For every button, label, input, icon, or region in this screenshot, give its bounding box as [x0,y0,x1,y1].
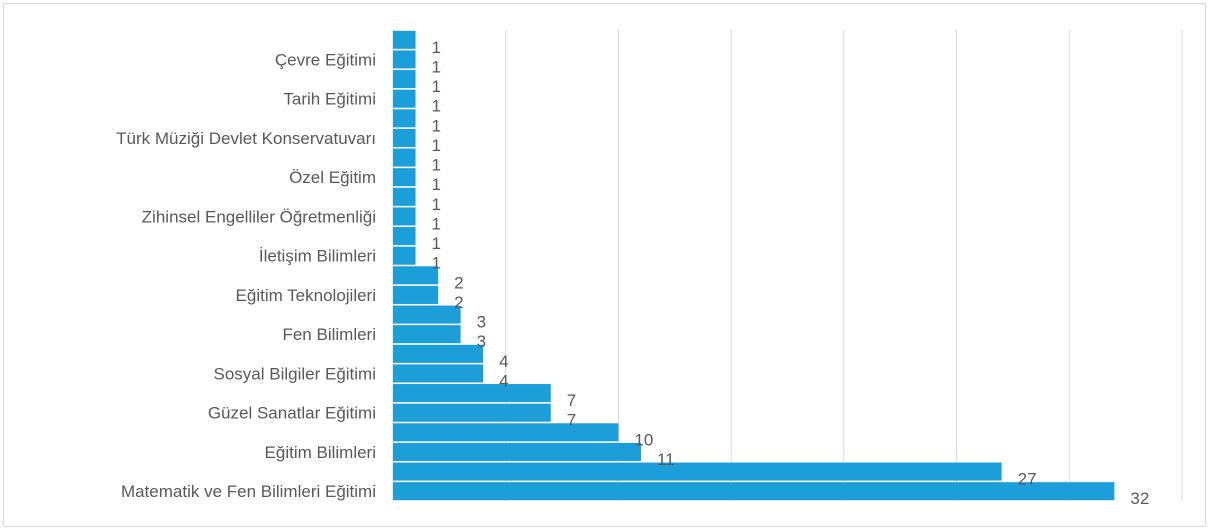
bar [393,246,416,265]
bar [393,325,461,344]
bar [393,462,1002,481]
bar [393,364,484,383]
category-label: Tarih Eğitimi [283,90,376,109]
data-label: 1 [432,38,441,57]
data-label: 1 [432,254,441,273]
bar [393,344,484,363]
chart-frame: Matematik ve Fen Bilimleri Eğitimi Eğitim… [3,3,1206,527]
bar [393,403,551,422]
category-label: Matematik ve Fen Bilimleri Eğitimi [121,482,376,501]
data-label: 1 [432,175,441,194]
bar [393,50,416,69]
bar [393,442,641,461]
category-label: Fen Bilimleri [282,325,376,344]
category-label: Çevre Eğitimi [275,50,376,69]
bar [393,148,416,167]
bar [393,30,416,49]
data-label: 1 [432,116,441,135]
data-label: 27 [1018,470,1037,489]
data-label: 2 [454,273,463,292]
category-label: Türk Müziği Devlet Konservatuvarı [116,129,376,148]
bar [393,384,551,403]
bar [393,207,416,226]
data-label: 32 [1130,489,1149,508]
bar [393,70,416,89]
bar [393,482,1115,501]
bar [393,128,416,147]
data-label: 1 [432,156,441,175]
category-label: Sosyal Bilgiler Eğitimi [214,364,377,383]
category-label: Güzel Sanatlar Eğitimi [208,404,376,423]
data-label: 1 [432,77,441,96]
category-label: Eğitim Teknolojileri [236,286,376,305]
bar [393,266,439,285]
data-label: 3 [477,313,486,332]
bar-chart: Matematik ve Fen Bilimleri Eğitimi Eğitim… [116,30,1183,508]
category-label: İletişim Bilimleri [259,247,376,266]
data-label: 3 [477,332,486,351]
bars [393,30,1115,501]
bar [393,109,416,128]
data-label: 1 [432,57,441,76]
bar [393,305,461,324]
data-label: 7 [567,391,576,410]
data-label: 11 [657,450,675,469]
gridlines [392,30,1183,501]
data-label: 2 [454,293,463,312]
data-label: 4 [499,352,508,371]
category-labels: Matematik ve Fen Bilimleri Eğitimi Eğitim… [116,50,376,501]
data-label: 1 [432,195,441,214]
bar [393,168,416,187]
data-label: 10 [634,430,653,449]
data-label: 7 [567,411,576,430]
category-label: Özel Eğitim [289,168,376,187]
data-label: 1 [432,136,441,155]
bar [393,187,416,206]
bar [393,89,416,108]
data-label: 1 [432,234,441,253]
data-label: 1 [432,214,441,233]
data-label: 1 [432,97,441,116]
bar [393,227,416,246]
bar [393,423,619,442]
data-label: 4 [499,371,508,390]
category-label: Zihinsel Engelliler Öğretmenliği [142,207,376,226]
category-label: Eğitim Bilimleri [265,443,376,462]
bar [393,285,439,304]
